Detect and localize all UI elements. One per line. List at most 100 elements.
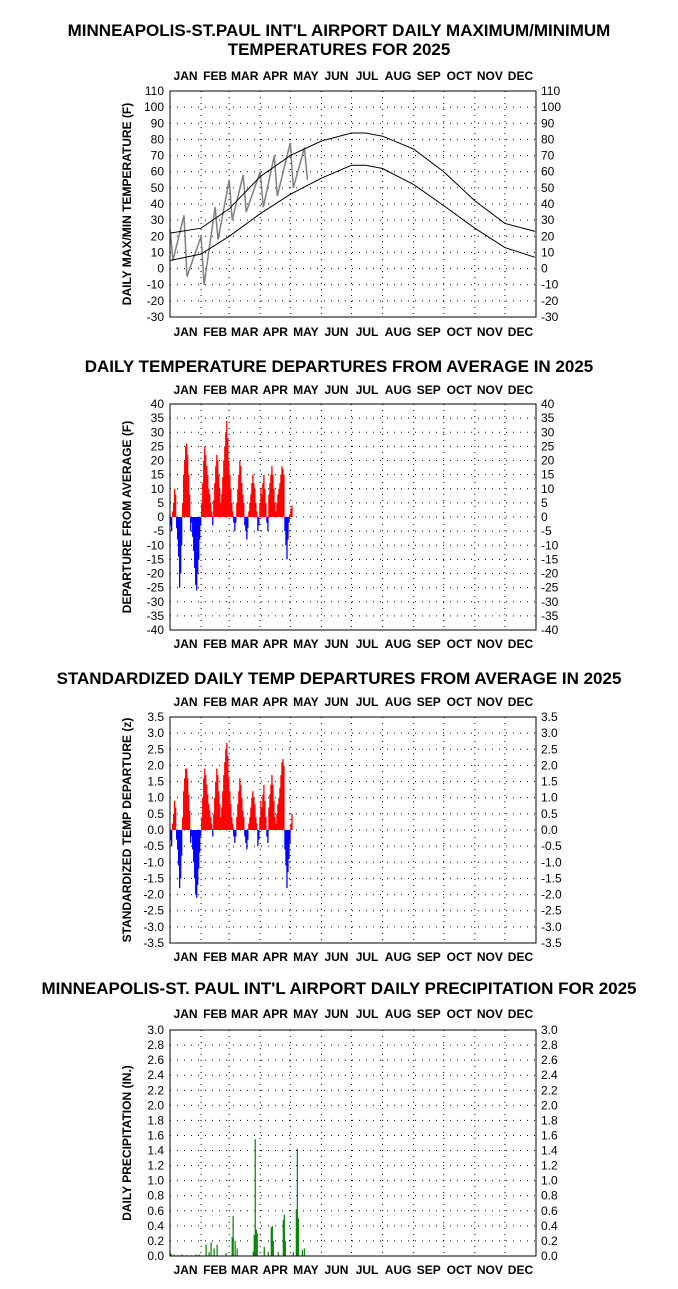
y-tick-label-left: -20 — [147, 294, 165, 308]
y-tick-label-right: 50 — [541, 181, 555, 195]
y-tick-label-left: -3.0 — [143, 920, 164, 934]
positive-bar — [182, 817, 184, 830]
positive-bar — [210, 502, 212, 518]
positive-bar — [224, 762, 226, 830]
month-label-bottom: JUL — [356, 950, 379, 964]
positive-bar — [277, 804, 279, 830]
y-tick-label-right: 0.5 — [541, 807, 558, 821]
positive-bar — [248, 823, 250, 830]
y-tick-label-left: 25 — [151, 439, 165, 453]
y-tick-label-right: 2.2 — [541, 1083, 558, 1097]
positive-bar — [242, 810, 244, 830]
negative-bar — [247, 517, 249, 529]
month-label-bottom: FEB — [203, 950, 227, 964]
month-label-top: DEC — [508, 69, 534, 83]
positive-bar — [231, 502, 233, 518]
month-label-top: JUN — [324, 1007, 348, 1021]
y-tick-label-left: -10 — [147, 538, 165, 552]
chart-2: DAILY TEMPERATURE DEPARTURES FROM AVERAG… — [85, 357, 594, 651]
positive-bar — [269, 483, 271, 517]
positive-bar — [254, 804, 256, 830]
y-tick-label-right: -0.5 — [541, 839, 562, 853]
y-tick-label-left: 20 — [151, 454, 165, 468]
gridlines — [170, 404, 536, 630]
y-tick-label-right: 3.0 — [541, 1023, 558, 1037]
y-tick-label-right: 1.2 — [541, 1159, 558, 1173]
positive-bar — [281, 466, 283, 517]
negative-bar — [234, 830, 236, 843]
month-label-top: MAR — [231, 69, 259, 83]
positive-bar — [230, 488, 232, 517]
y-tick-label-right: 2.6 — [541, 1053, 558, 1067]
negative-bar — [287, 517, 289, 540]
positive-bar — [290, 823, 292, 830]
month-label-bottom: JAN — [174, 325, 198, 339]
positive-bar — [172, 511, 174, 517]
negative-bar — [181, 830, 183, 856]
positive-bar — [219, 488, 221, 517]
positive-bar — [201, 502, 203, 518]
y-tick-label-right: -3.5 — [541, 936, 562, 950]
positive-bar — [202, 483, 204, 517]
positive-bar — [203, 778, 205, 830]
month-label-bottom: MAY — [293, 1263, 319, 1277]
y-tick-label-left: 0.0 — [147, 823, 164, 837]
positive-bar — [256, 823, 258, 830]
negative-bar — [245, 830, 247, 843]
y-tick-label-right: -15 — [541, 552, 559, 566]
y-tick-label-right: 35 — [541, 411, 555, 425]
month-label-top: JAN — [174, 1007, 198, 1021]
y-tick-label-right: 2.5 — [541, 742, 558, 756]
positive-bar — [271, 775, 273, 830]
positive-bar — [185, 446, 187, 518]
y-tick-label-right: 80 — [541, 132, 555, 146]
y-tick-label-left: 0.5 — [147, 807, 164, 821]
positive-bar — [249, 502, 251, 518]
positive-bar — [213, 500, 215, 517]
negative-bar — [193, 517, 195, 551]
positive-bar — [230, 804, 232, 830]
y-tick-label-left: 3.0 — [147, 726, 164, 740]
y-tick-label-left: -1.5 — [143, 871, 164, 885]
data-marks — [170, 742, 293, 898]
positive-bar — [271, 466, 273, 517]
y-tick-label-left: 10 — [151, 245, 165, 259]
y-tick-label-right: 1.5 — [541, 775, 558, 789]
month-label-top: SEP — [417, 69, 441, 83]
positive-bar — [264, 800, 266, 830]
y-tick-label-right: 90 — [541, 116, 555, 130]
positive-bar — [189, 810, 191, 830]
y-tick-label-right: -30 — [541, 595, 559, 609]
y-tick-label-left: -2.0 — [143, 888, 164, 902]
negative-bar — [266, 517, 268, 523]
y-tick-label-left: 1.0 — [147, 1174, 164, 1188]
positive-bar — [224, 446, 226, 518]
positive-bar — [210, 817, 212, 830]
positive-bar — [280, 775, 282, 830]
positive-bar — [227, 755, 229, 830]
y-tick-label-right: 2.0 — [541, 1098, 558, 1112]
negative-bar — [267, 517, 269, 532]
gridlines — [170, 1030, 536, 1256]
negative-bar — [194, 830, 196, 879]
negative-bar — [286, 517, 288, 560]
negative-bar — [179, 517, 181, 588]
positive-bar — [273, 800, 275, 830]
negative-bar — [233, 830, 235, 837]
y-tick-label-right: 3.0 — [541, 726, 558, 740]
y-tick-label-right: -35 — [541, 609, 559, 623]
plot-border — [169, 403, 537, 631]
positive-bar — [188, 474, 190, 518]
month-label-bottom: NOV — [477, 325, 503, 339]
negative-bar — [196, 830, 198, 898]
y-tick-label-left: 2.2 — [147, 1083, 164, 1097]
month-label-top: JUN — [324, 695, 348, 709]
positive-bar — [238, 791, 240, 830]
month-label-top: AUG — [385, 69, 412, 83]
positive-bar — [182, 502, 184, 518]
positive-bar — [250, 494, 252, 517]
positive-bar — [272, 474, 274, 518]
y-tick-label-right: 60 — [541, 165, 555, 179]
positive-bar — [222, 477, 224, 517]
positive-bar — [223, 775, 225, 830]
